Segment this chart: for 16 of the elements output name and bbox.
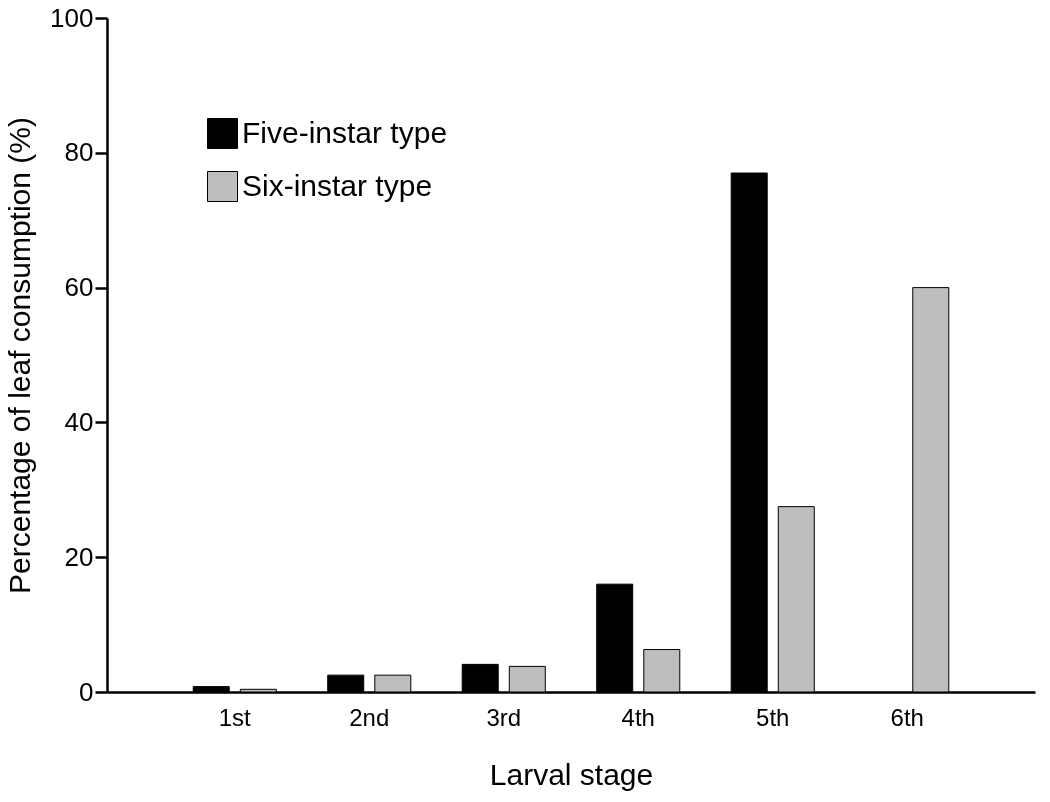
legend-label: Five-instar type — [242, 115, 448, 149]
y-tick-label: 40 — [64, 406, 94, 437]
x-tick-label: 1st — [218, 703, 252, 731]
y-tick-label: 80 — [64, 137, 94, 168]
x-tick-label: 2nd — [349, 703, 390, 731]
x-tick-label: 6th — [890, 703, 924, 731]
x-tick-label: 4th — [621, 703, 655, 731]
legend-label: Six-instar type — [242, 168, 433, 202]
y-axis-title: Percentage of leaf consumption (%) — [3, 117, 37, 594]
x-axis-title: Larval stage — [489, 757, 654, 791]
y-tick-label: 100 — [50, 2, 94, 33]
y-tick-label: 0 — [79, 676, 94, 707]
y-tick-label: 60 — [64, 272, 94, 303]
y-tick-label: 20 — [64, 541, 94, 572]
x-tick-label: 3rd — [486, 703, 522, 731]
x-tick-label: 5th — [756, 703, 790, 731]
